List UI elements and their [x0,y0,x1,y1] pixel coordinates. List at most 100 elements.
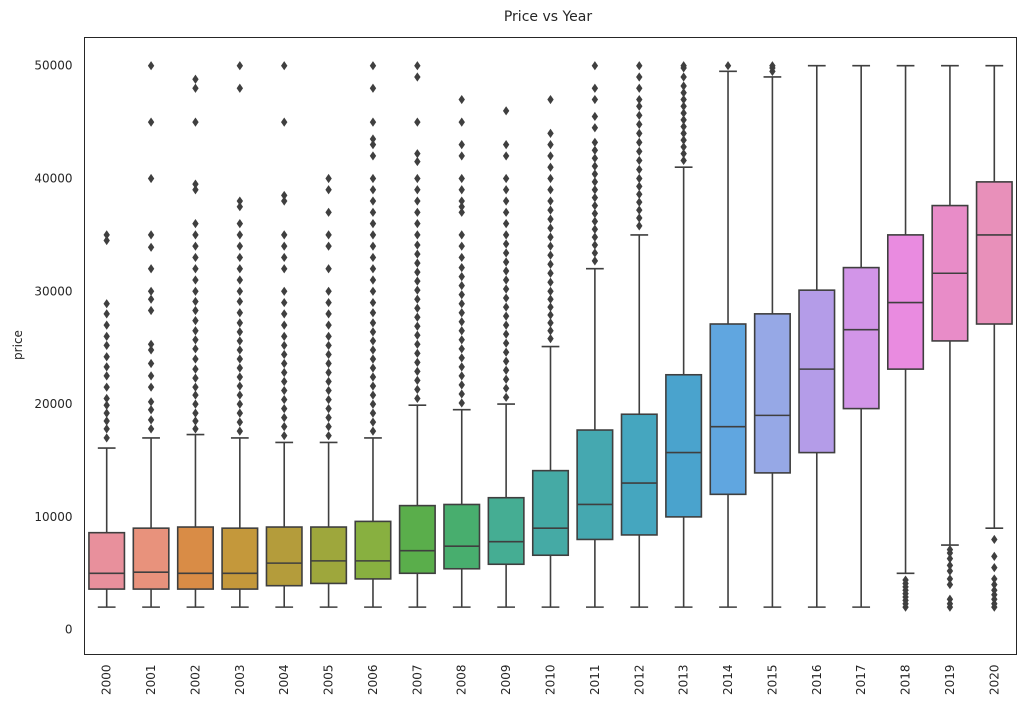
outlier-point [502,320,510,330]
outlier-point [236,417,244,427]
outlier-point [192,344,199,354]
outlier-point [103,393,110,404]
outlier-point [636,205,643,215]
outlier-point [991,534,998,545]
outlier-point [369,264,377,274]
outlier-point [236,399,244,409]
outlier-point [281,331,288,342]
outlier-point [680,142,687,152]
outlier-point [769,61,776,71]
outlier-point [236,230,244,240]
x-tick-label: 2009 [499,665,513,696]
outlier-point [281,286,288,296]
outlier-point [458,252,465,263]
outlier-point [192,286,199,296]
outlier-point [369,426,377,436]
outlier-point [946,560,954,570]
outlier-point [458,94,465,105]
outlier-point [236,196,244,206]
outlier-point [458,140,465,150]
outlier-point [281,320,288,330]
boxes-layer [88,61,1013,612]
outlier-point [281,241,288,251]
outlier-point [103,235,110,246]
outlier-point [369,151,377,161]
outlier-point [325,320,332,330]
outlier-point [236,354,244,364]
iqr-box [221,527,259,590]
outlier-point [147,230,155,240]
outlier-point [991,579,998,590]
outlier-point [636,128,643,138]
outlier-point [458,230,465,240]
outlier-point [502,365,510,375]
outlier-point [414,173,421,184]
outlier-point [591,94,599,105]
outlier-point [192,382,199,392]
outlier-point [236,372,244,382]
outlier-point [236,390,244,400]
y-tick-label: 30000 [34,284,72,298]
outlier-point [458,335,465,345]
box-2003 [221,61,259,608]
box-2014 [709,61,747,608]
outlier-point [458,299,465,309]
outlier-point [636,213,643,223]
outlier-point [147,339,155,349]
outlier-point [325,385,332,396]
outlier-point [502,329,510,339]
iqr-box [88,531,126,590]
outlier-point [369,275,377,285]
iqr-box [576,429,614,541]
outlier-point [192,354,199,364]
outlier-point [458,202,465,212]
outlier-point [547,196,554,206]
outlier-point [591,61,599,71]
outlier-point [236,296,244,307]
outlier-point [103,371,110,381]
outlier-point [591,177,599,187]
outlier-point [458,344,465,354]
outlier-point [636,197,643,207]
outlier-point [369,173,377,184]
outlier-point [547,94,554,105]
outlier-point [369,381,377,391]
outlier-point [502,374,510,384]
outlier-point [591,137,599,148]
outlier-point [458,371,465,381]
box-2015 [753,61,791,608]
outlier-point [325,185,332,195]
outlier-point [591,123,599,133]
outlier-point [458,241,465,251]
outlier-point [502,230,510,240]
iqr-box [487,496,525,566]
outlier-point [325,394,332,405]
outlier-point [325,422,332,432]
outlier-point [502,239,510,249]
outlier-point [236,308,244,318]
outlier-point [369,318,377,328]
outlier-point [369,354,377,364]
outlier-point [325,309,332,319]
outlier-point [236,426,244,436]
outlier-point [680,61,687,71]
outlier-point [502,293,510,303]
outlier-point [680,155,687,166]
outlier-point [636,94,643,105]
outlier-point [325,230,332,240]
box-2004 [265,61,303,608]
outlier-point [281,190,288,201]
outlier-point [414,303,421,313]
outlier-point [591,216,599,226]
box-2017 [842,64,880,608]
outlier-point [547,241,554,251]
outlier-point [369,230,377,240]
box-2020 [975,64,1013,612]
iqr-box [753,313,791,474]
outlier-point [502,248,510,258]
outlier-point [547,286,554,296]
outlier-point [236,336,244,346]
outlier-point [547,250,554,260]
outlier-point [192,83,199,93]
outlier-point [547,162,554,172]
